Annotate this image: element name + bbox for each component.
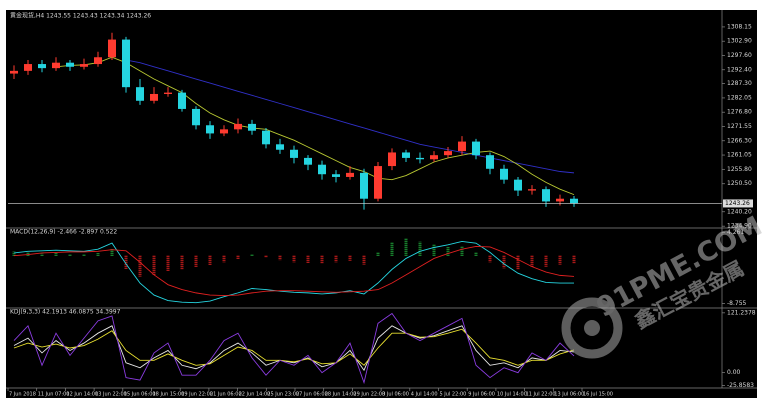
candle-body [38,64,46,69]
y-tick-label: 1308.15 [727,23,752,30]
x-tick-label: 16 Jul 15:00 [583,392,613,398]
watermark-logo [561,297,623,359]
y-tick-label: -25.8583 [727,382,754,389]
y-tick-label: 1276.80 [727,109,752,116]
x-tick-label: 15 Jun 06:00 [124,392,156,398]
candle-body [122,39,130,88]
candle-body [472,141,480,156]
x-tick-label: 27 Jun 06:00 [296,392,328,398]
y-tick-label: 0.00 [727,369,741,376]
indicator-line [13,312,575,385]
y-tick-label: 1240.20 [727,208,752,215]
candle-body [234,123,242,130]
indicator-line [13,245,575,297]
current-price-label: 1243.26 [725,200,750,207]
y-tick-label: 1292.40 [727,66,752,73]
x-tick-label: 22 Jun 14:00 [239,392,271,398]
x-tick-label: 13 Jul 06:00 [554,392,584,398]
candle-body [304,157,312,165]
candle-body [486,155,494,169]
candle-body [136,87,144,101]
candle-body [262,130,270,145]
candle-body [556,198,564,202]
candle-body [318,164,326,175]
candle-body [402,152,410,158]
candle-body [458,141,466,152]
candle-body [220,129,228,134]
y-tick-label: 1261.05 [727,152,752,159]
candle-body [542,189,550,202]
candle-body [192,108,200,126]
candle-body [164,92,172,94]
candle-body [374,166,382,199]
y-tick-label: 4.261 [727,229,744,236]
candle-body [388,152,396,167]
candle-body [346,172,354,177]
x-tick-label: 21 Jun 06:00 [210,392,242,398]
candle-body [444,151,452,156]
candle-body [290,149,298,158]
candle-body [80,64,88,67]
x-tick-label: 11 Jul 22:00 [526,392,556,398]
indicator-line [13,328,575,366]
candle-body [94,57,102,65]
x-tick-label: 5 Jul 22:00 [440,392,467,398]
candle-body [66,62,74,67]
x-tick-label: 11 Jun 07:00 [38,392,70,398]
candle-body [332,174,340,177]
watermark-logo [584,320,600,336]
candle-body [150,93,158,101]
candle-body [178,92,186,109]
y-tick-label: 1255.80 [727,166,752,173]
y-tick-label: 121.2378 [727,309,756,316]
x-tick-label: 19 Jun 22:00 [181,392,213,398]
candle-body [430,155,438,160]
candle-body [206,125,214,134]
x-tick-label: 4 Jul 14:00 [411,392,438,398]
y-tick-label: 1234.90 [727,223,752,230]
candle-body [52,62,60,69]
indicator-line [13,325,575,372]
candle-body [514,179,522,191]
y-tick-label: 1282.05 [727,94,752,101]
y-tick-label: 1287.30 [727,80,752,87]
candle-body [500,168,508,180]
y-tick-label: 1271.55 [727,123,752,130]
candle-body [108,39,116,58]
indicator-line [125,59,575,174]
indicator-line [55,56,575,196]
candle-body [528,189,536,191]
x-tick-label: 9 Jul 06:00 [468,392,495,398]
candle-body [276,144,284,150]
current-price-box [723,199,753,208]
candle-body [24,64,32,71]
chart-background [6,10,757,398]
panel-title: 黄金现货,H4 1243.55 1243.43 1243.34 1243.26 [10,12,151,20]
candle-body [248,123,256,131]
candle-body [10,70,18,74]
candle-body [416,157,424,160]
x-tick-label: 13 Jun 22:00 [95,392,127,398]
y-tick-label: 1297.60 [727,52,752,59]
candle-body [570,198,578,204]
x-tick-label: 7 Jun 2018 [9,392,36,398]
x-tick-label: 3 Jul 06:00 [382,392,409,398]
panel-title: MACD(12,26,9) -2.466 -2.897 0.522 [10,229,117,236]
x-tick-label: 10 Jul 14:00 [497,392,527,398]
y-tick-label: 1250.50 [727,180,752,187]
x-tick-label: 18 Jun 15:00 [153,392,185,398]
panel-title: KDJ(9,3,3) 42.1913 46.0875 34.3997 [10,309,121,316]
y-tick-label: -8.755 [727,300,747,307]
y-tick-label: 1266.30 [727,137,752,144]
x-tick-label: 29 Jun 22:00 [353,392,385,398]
y-tick-label: 1302.90 [727,38,752,45]
candle-body [360,172,368,199]
x-tick-label: 12 Jun 14:00 [66,392,98,398]
x-tick-label: 28 Jun 14:00 [325,392,357,398]
x-tick-label: 25 Jun 23:00 [267,392,299,398]
